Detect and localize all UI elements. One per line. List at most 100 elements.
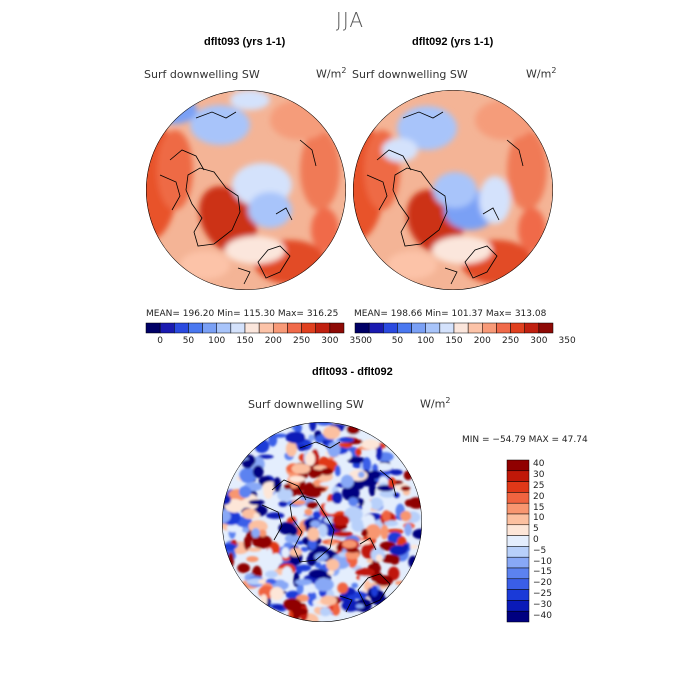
- field-cell: [248, 499, 265, 505]
- variable-label-2: Surf downwelling SW: [352, 68, 468, 81]
- field-cell: [395, 580, 404, 586]
- colorbar-tick-label: 40: [533, 459, 545, 470]
- colorbar-swatch: [315, 322, 331, 334]
- field-cell: [266, 512, 285, 519]
- colorbar-tick-label: 100: [417, 336, 435, 346]
- field-cell: [327, 569, 335, 576]
- colorbar-swatch: [397, 322, 412, 334]
- field-cell: [355, 604, 364, 609]
- colorbar-tick-label: 0: [157, 336, 163, 346]
- field-cell: [314, 552, 329, 562]
- colorbar-swatch: [159, 322, 175, 334]
- colorbar-swatch: [258, 322, 274, 334]
- field-cell: [331, 491, 343, 504]
- colorbar-2: [354, 322, 554, 334]
- colorbar-swatch: [506, 589, 530, 601]
- colorbar-tick-label: 0: [533, 535, 539, 545]
- field-cell: [315, 562, 322, 569]
- colorbar-swatch: [453, 322, 469, 334]
- colorbar-swatch: [329, 322, 345, 334]
- field-cell: [284, 533, 300, 544]
- colorbar-swatch: [506, 492, 530, 504]
- field-cell: [283, 542, 293, 548]
- field-cell: [348, 497, 359, 507]
- field-cell: [387, 477, 396, 488]
- units-label-2: W/m2: [526, 66, 557, 81]
- colorbar-swatch: [145, 322, 161, 334]
- field-cell: [289, 525, 298, 536]
- field-cell: [283, 598, 302, 611]
- colorbar-tick-label: 200: [264, 336, 282, 346]
- field-cell: [314, 578, 334, 592]
- colorbar-swatch: [188, 322, 203, 334]
- field-cell: [404, 523, 412, 536]
- colorbar-swatch: [506, 567, 530, 580]
- field-cell: [393, 492, 400, 499]
- field-cell: [296, 594, 309, 602]
- field-cell: [252, 465, 264, 479]
- field-cell: [340, 599, 360, 612]
- field-cell: [361, 439, 380, 450]
- colorbar-tick-label: −5: [533, 545, 547, 556]
- field-cell: [227, 552, 235, 568]
- field-cell: [252, 534, 272, 549]
- colorbar-tick-label: −25: [533, 589, 552, 599]
- field-cell: [355, 448, 362, 457]
- field-cell: [380, 524, 389, 540]
- field-cell: [333, 531, 353, 537]
- colorbar-difference: [506, 459, 530, 623]
- field-cell: [308, 569, 328, 579]
- colorbar-swatch: [506, 578, 530, 590]
- field-cell: [310, 520, 321, 528]
- colorbar-tick-label: 150: [236, 336, 254, 346]
- colorbar-swatch: [202, 322, 217, 334]
- colorbar-tick-label: 350: [349, 336, 367, 346]
- units-label-3: W/m2: [420, 396, 451, 411]
- field-cell: [307, 527, 320, 542]
- colorbar-tick-label: −40: [533, 610, 552, 621]
- colorbar-tick-label: 300: [530, 336, 548, 346]
- field-cell: [332, 514, 350, 526]
- field-cell: [285, 441, 297, 457]
- field-cell: [356, 598, 372, 613]
- colorbar-swatch: [506, 459, 530, 472]
- colorbar-tick-label: −20: [533, 578, 552, 589]
- field-cell: [270, 553, 283, 566]
- field-cell: [384, 520, 399, 527]
- colorbar-swatch: [216, 322, 232, 334]
- polar-map-1: [146, 90, 346, 290]
- field-cell: [365, 524, 381, 540]
- colorbar-tick-label: −10: [533, 556, 552, 567]
- colorbar-swatch: [383, 322, 398, 334]
- field-cell: [371, 585, 378, 597]
- field-cell: [334, 465, 341, 477]
- field-cell: [390, 469, 403, 476]
- field-cell: [241, 508, 258, 519]
- polar-map-2: [353, 90, 553, 290]
- panel-title-1: dflt093 (yrs 1-1): [204, 36, 286, 48]
- field-cell: [295, 579, 312, 586]
- field-cell: [361, 528, 368, 537]
- field-cell: [270, 586, 284, 601]
- field-cell: [242, 527, 250, 533]
- field-cell: [226, 523, 240, 533]
- field-cell: [320, 595, 337, 606]
- colorbar-swatch: [506, 556, 530, 569]
- field-cell: [271, 433, 288, 438]
- field-cell: [278, 501, 288, 507]
- colorbar-tick-label: 25: [533, 481, 545, 491]
- colorbar-swatch: [467, 322, 483, 334]
- colorbar-swatch: [510, 322, 525, 334]
- figure-title: JJA: [335, 8, 365, 32]
- colorbar-tick-label: 350: [558, 336, 576, 346]
- field-cell: [404, 499, 414, 507]
- field-cell: [410, 544, 419, 549]
- colorbar-swatch: [354, 322, 370, 334]
- colorbar-tick-label: 250: [501, 336, 520, 346]
- colorbar-swatch: [506, 481, 530, 493]
- field-cell: [345, 550, 360, 560]
- variable-label-3: Surf downwelling SW: [248, 398, 364, 411]
- colorbar-swatch: [506, 513, 530, 526]
- field-cell: [242, 459, 253, 469]
